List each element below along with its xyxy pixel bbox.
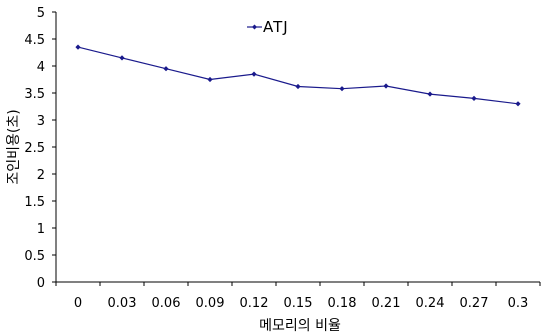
data-point xyxy=(251,71,257,77)
y-tick-label: 2.5 xyxy=(24,141,45,156)
y-tick-label: 0.5 xyxy=(24,249,45,264)
series-line-atj xyxy=(77,46,519,105)
x-axis-title: 메모리의 비율 xyxy=(259,318,341,334)
legend: ATJ xyxy=(247,18,289,36)
data-point xyxy=(295,83,301,90)
y-tick-label: 1 xyxy=(37,222,45,237)
x-tick-label: 0.06 xyxy=(152,296,181,311)
data-point xyxy=(471,95,477,101)
y-tick-label: 4.5 xyxy=(24,33,45,48)
y-axis-title: 조인비용(초) xyxy=(6,109,22,184)
x-tick-label: 0.27 xyxy=(460,296,489,311)
x-tick-label: 0.21 xyxy=(372,296,401,311)
x-tick-label: 0.3 xyxy=(508,296,529,311)
x-tick-label: 0.09 xyxy=(196,296,225,311)
y-tick-label: 3.5 xyxy=(24,87,45,102)
x-tick-label: 0.24 xyxy=(416,296,445,311)
x-tick-label: 0 xyxy=(74,296,82,311)
data-point xyxy=(207,76,213,83)
series-layer xyxy=(75,44,521,107)
data-point xyxy=(75,44,81,50)
y-tick-label: 0 xyxy=(37,276,45,291)
legend-marker-atj xyxy=(252,24,257,30)
data-point xyxy=(515,101,521,107)
data-point xyxy=(339,86,345,92)
x-tick-label: 0.15 xyxy=(284,296,313,311)
x-tick-label: 0.12 xyxy=(240,296,269,311)
data-point xyxy=(119,55,125,61)
y-tick-label: 5 xyxy=(37,6,45,21)
legend-label-atj: ATJ xyxy=(263,18,289,36)
data-point xyxy=(427,91,433,97)
x-axis: 0 0.03 0.06 0.09 0.12 0.15 0.18 0.21 0.24 0.27 0.3 xyxy=(55,281,541,311)
x-tick-label: 0.03 xyxy=(108,296,137,311)
y-tick-label: 3 xyxy=(37,114,45,129)
y-tick-label: 4 xyxy=(37,60,45,75)
y-tick-label: 2 xyxy=(37,168,45,183)
data-point xyxy=(383,83,389,89)
data-point xyxy=(163,66,169,72)
x-tick-label: 0.18 xyxy=(328,296,357,311)
y-axis: 0 0.5 1 1.5 2 2.5 3 3.5 4 4.5 5 xyxy=(24,6,57,291)
y-tick-label: 1.5 xyxy=(24,195,45,210)
